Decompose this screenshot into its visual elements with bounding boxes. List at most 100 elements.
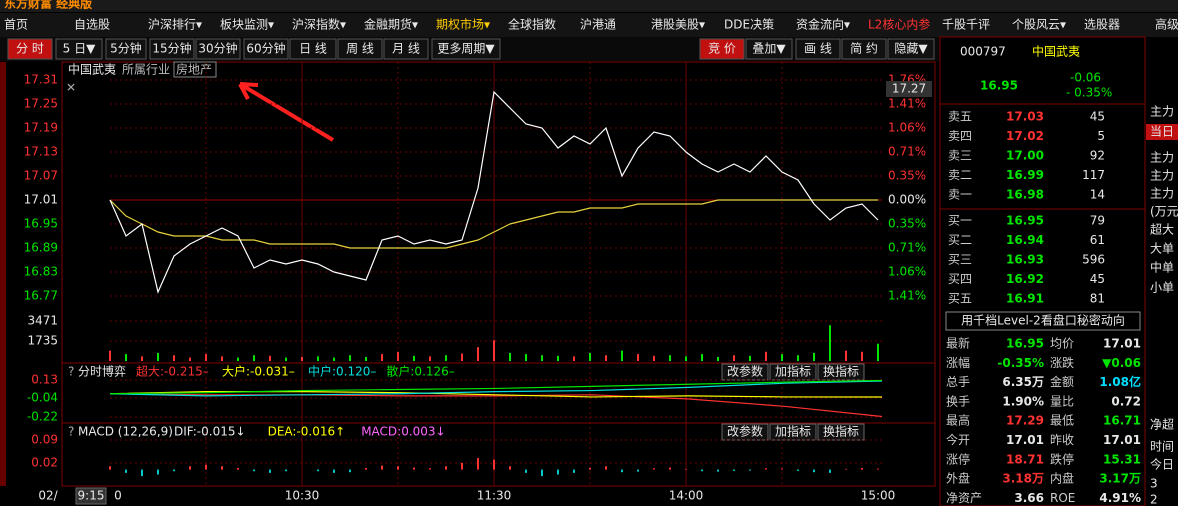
side-label: 主力 [1150,151,1174,165]
chart-header: 所属行业 [122,63,170,77]
side-label: 超大 [1150,222,1174,237]
tab-label: 60分钟 [246,41,285,56]
volume-bar [269,355,271,361]
tab-button[interactable] [337,38,383,60]
panel-item: 超大:-0.215– [136,364,209,379]
volume-bar [573,356,575,361]
chart-header: 中国武夷 [68,62,116,77]
tab-button[interactable] [149,38,195,60]
stat-value: 17.01 [1103,433,1141,447]
volume-bar [861,351,863,361]
macd-bar [557,469,559,475]
tab-button[interactable] [105,38,147,60]
macd-bar [349,469,351,473]
stat-label: 总手 [946,375,970,389]
panel-button-label: 改参数 [727,364,763,379]
tab-button[interactable] [55,38,103,60]
side-label: 主力 [1150,105,1174,119]
menu-item[interactable]: 个股风云▾ [1012,18,1066,32]
menu-item[interactable]: DDE决策 [724,18,774,32]
stat-label: ROE [1050,491,1075,505]
tab-label: 月 线 [392,42,420,56]
menu-item[interactable]: 首页 [4,18,28,32]
menu-item[interactable]: 选股器 [1084,18,1120,32]
volume-bar [141,356,143,361]
macd-bar [397,466,399,470]
side-label: 小单 [1150,281,1174,295]
menu-bar [0,13,1178,37]
stat-label: 最低 [1050,414,1074,428]
tab-button[interactable] [7,38,53,60]
stat-value: 4.91% [1099,491,1141,505]
book-price: 16.92 [1006,272,1044,286]
quote-panel [939,36,1146,506]
macd-bar [541,469,543,477]
tab-button[interactable] [243,38,289,60]
tool-button[interactable] [841,38,887,60]
macd-bar [461,463,463,470]
panel-button[interactable] [769,423,817,441]
volume-bar [621,350,623,361]
tab-button[interactable] [195,38,241,60]
stat-value: 1.08亿 [1099,374,1141,389]
menu-item[interactable]: 全球指数 [508,17,556,32]
macd-bar [253,469,255,472]
price-tick: 17.01 [24,193,58,207]
panel-button-label: 换指标 [823,364,859,379]
stat-value: -0.35% [997,356,1044,370]
stat-label: 净资产 [946,491,982,505]
tool-button[interactable] [795,38,841,60]
pct-tick: 0.35% [888,169,926,183]
tool-button[interactable] [745,38,793,60]
stat-value: ▼0.06 [1102,356,1141,370]
menu-item[interactable]: 千股千评 [942,18,990,32]
price-tick: 17.07 [24,169,58,183]
tab-button[interactable] [289,38,337,60]
tab-button[interactable] [383,38,429,60]
macd-bar [509,466,511,470]
book-price: 16.93 [1006,253,1044,267]
macd-bar [285,469,287,472]
panel-tick: 0.13 [31,373,58,387]
book-price: 16.91 [1006,292,1044,306]
stat-label: 涨幅 [946,355,970,370]
volume-bar [445,355,447,361]
menu-item[interactable]: 板块监测▾ [220,18,274,32]
tool-button[interactable] [699,38,745,60]
menu-item[interactable]: 港股美股▾ [651,18,705,32]
tab-label: 30分钟 [198,41,237,56]
volume-bar [605,355,607,361]
stat-value: 3.18万 [1002,472,1044,486]
menu-item[interactable]: 期权市场▾ [436,17,490,32]
menu-item[interactable]: 自选股 [74,18,110,32]
stat-value: 16.71 [1103,414,1141,428]
menu-item[interactable]: 资金流向▾ [796,17,850,32]
banner[interactable] [945,311,1141,331]
menu-item[interactable]: 沪深指数▾ [292,17,346,32]
menu-item[interactable]: 高级 [1155,17,1178,32]
tool-button[interactable] [887,38,935,60]
side-label: 主力 [1150,187,1174,201]
panel-button[interactable] [769,363,817,381]
industry-tag[interactable] [173,61,217,78]
menu-item[interactable]: 沪深排行▾ [148,18,202,32]
time-cursor [75,487,107,505]
macd-bar [781,468,783,470]
volume-bar [397,351,399,361]
macd-bar [365,467,367,470]
volume-tick: 1735 [27,334,58,348]
menu-item[interactable]: 金融期货▾ [364,17,418,32]
macd-bar [189,466,191,470]
tool-label: 竞 价 [708,42,736,56]
title-bar [0,0,1178,12]
pct-tick: 1.41% [888,97,926,111]
tab-label: 5 日▼ [63,42,96,56]
book-price: 17.02 [1006,129,1044,143]
tab-button[interactable] [431,38,501,60]
current-box [886,81,932,97]
menu-item[interactable]: L2核心内参 [868,17,930,32]
menu-item[interactable]: 沪港通 [580,18,616,32]
pct-tick: 0.00% [888,193,926,207]
macd-bar [605,466,607,470]
logo: 东方财富 经典版 [4,0,92,11]
